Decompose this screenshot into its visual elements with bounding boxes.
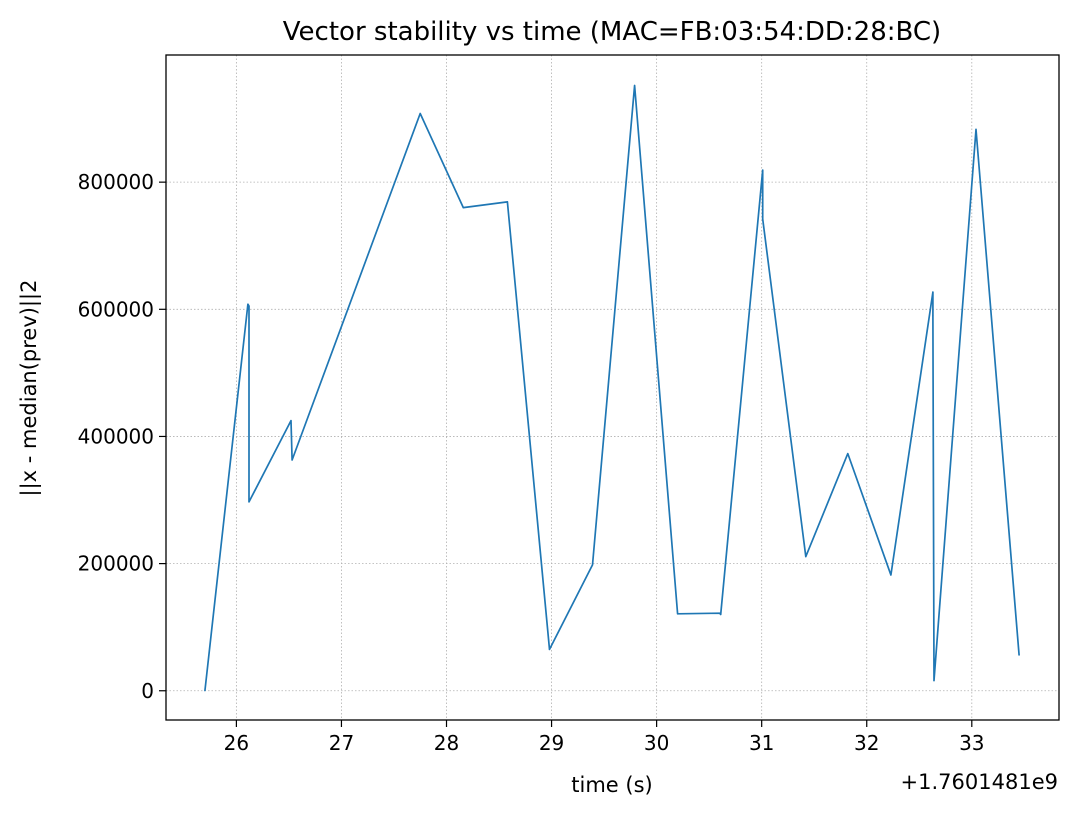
data-point xyxy=(506,201,509,203)
y-tick-label: 600000 xyxy=(78,297,154,321)
data-point xyxy=(548,648,551,651)
data-point xyxy=(933,679,935,682)
data-point xyxy=(204,690,206,692)
data-point xyxy=(847,453,849,455)
data-point xyxy=(291,459,293,461)
series-line xyxy=(204,84,1020,691)
data-point xyxy=(719,612,721,614)
data-point xyxy=(462,206,464,209)
data-point xyxy=(677,613,679,615)
y-tick-label: 800000 xyxy=(78,170,154,194)
x-tick-label: 28 xyxy=(434,731,459,755)
data-point xyxy=(762,218,764,220)
plot-area xyxy=(204,84,1020,692)
x-tick-label: 31 xyxy=(749,731,774,755)
data-point xyxy=(932,291,934,293)
x-tick-label: 29 xyxy=(539,731,564,755)
data-point xyxy=(932,315,934,317)
data-point xyxy=(762,169,764,171)
data-point xyxy=(290,419,292,422)
data-point xyxy=(1018,654,1020,656)
data-point xyxy=(805,556,807,558)
data-point xyxy=(248,501,250,503)
data-point xyxy=(975,128,977,130)
data-point xyxy=(591,564,594,566)
data-point xyxy=(720,613,722,616)
data-point xyxy=(247,303,249,305)
x-tick-label: 33 xyxy=(959,731,984,755)
y-tick-label: 200000 xyxy=(78,552,154,576)
x-tick-label: 27 xyxy=(329,731,354,755)
x-axis-label: time (s) xyxy=(571,773,652,797)
data-point xyxy=(419,112,421,115)
y-axis-label: ||x - median(prev)||2 xyxy=(17,280,42,497)
plot-frame xyxy=(165,54,1060,721)
x-tick-label: 32 xyxy=(854,731,879,755)
x-tick-label: 30 xyxy=(644,731,669,755)
data-point xyxy=(248,305,250,307)
x-tick-label: 26 xyxy=(224,731,249,755)
y-tick-label: 0 xyxy=(141,679,154,703)
grid-lines xyxy=(166,55,1059,720)
data-point xyxy=(633,84,636,87)
axis-ticks: 26 27 28 29 30 31 32 33 0 200000 400000 600000 80000… xyxy=(78,170,985,755)
chart-title: Vector stability vs time (MAC=FB:03:54:D… xyxy=(283,17,941,47)
data-point xyxy=(890,574,892,576)
y-tick-label: 400000 xyxy=(78,424,154,448)
x-offset-label: +1.7601481e9 xyxy=(901,770,1058,794)
